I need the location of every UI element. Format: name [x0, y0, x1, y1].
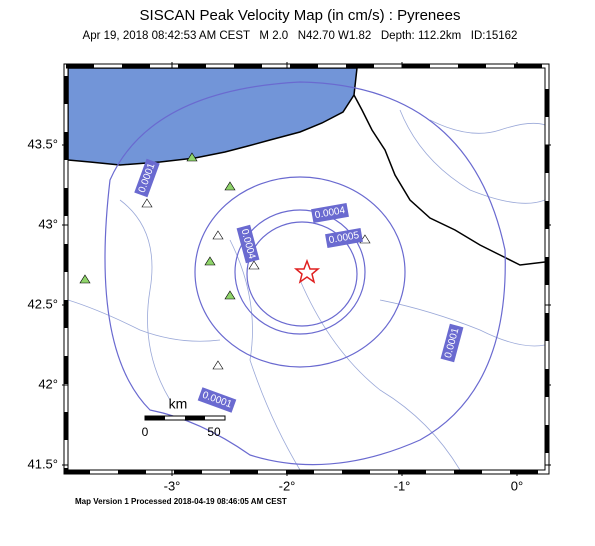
footer: Map Version 1 Processed 2018-04-19 08:46…: [75, 497, 287, 506]
title: SISCAN Peak Velocity Map (in cm/s) : Pyr…: [140, 7, 461, 24]
contours: [104, 81, 506, 466]
lon-label: -3°: [164, 478, 181, 493]
frame-outline: [63, 63, 550, 475]
map-area: 0.0001 0.0001 0.0001 0.0004 0.0004 0.000…: [68, 68, 545, 470]
contour-label: 0.0004: [314, 205, 346, 221]
contour-label: 0.0005: [328, 230, 360, 246]
scale-label: 0: [142, 425, 149, 439]
rivers: [68, 109, 545, 470]
frame: [63, 63, 550, 475]
lon-label: 0°: [511, 478, 523, 493]
lat-label: 42°: [38, 376, 58, 391]
scale-bar: km 0 50: [142, 396, 226, 439]
lat-label: 43.5°: [27, 136, 58, 151]
scale-label: 50: [207, 425, 221, 439]
epicenter: [293, 258, 321, 284]
lat-label: 43°: [38, 216, 58, 231]
stations: [79, 152, 371, 370]
subtitle: Apr 19, 2018 08:42:53 AM CEST M 2.0 N42.…: [83, 30, 518, 42]
border: [353, 94, 545, 266]
lat-label: 41.5°: [27, 456, 58, 471]
ocean: [68, 68, 358, 166]
lat-label: 42.5°: [27, 296, 58, 311]
lon-label: -1°: [394, 478, 411, 493]
frame-inner: [67, 67, 546, 471]
scale-unit: km: [169, 396, 188, 412]
lon-label: -2°: [279, 478, 296, 493]
